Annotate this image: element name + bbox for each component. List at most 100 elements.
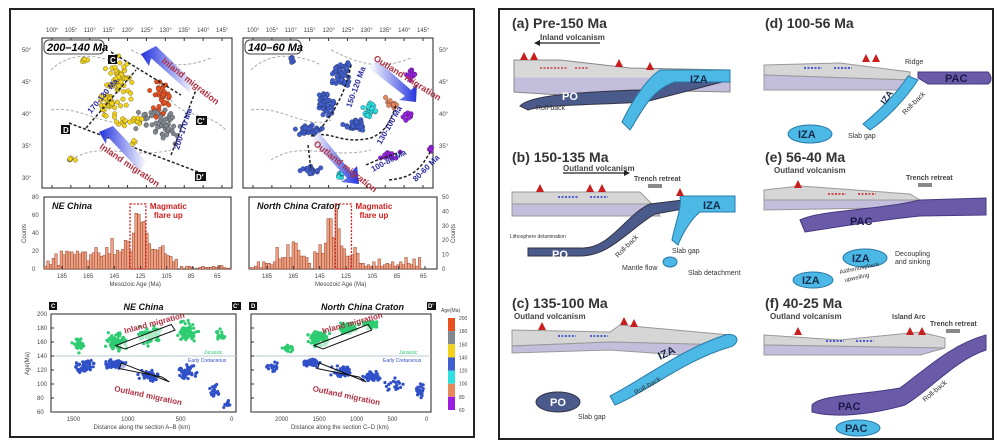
histogram-bar <box>169 256 173 270</box>
histogram-bar <box>361 263 365 270</box>
scatter-point-jurassic <box>77 351 81 355</box>
colorbar-tick-label: 80 <box>459 395 465 401</box>
map-point <box>128 96 134 102</box>
map-point <box>153 114 159 120</box>
histogram-bar <box>118 251 122 270</box>
scatter-point-jurassic <box>184 328 189 333</box>
scatter-point-jurassic <box>142 342 146 346</box>
scatter-point-jurassic <box>179 337 184 341</box>
histogram-bar <box>372 261 376 270</box>
scatter-point-early-cretaceous <box>215 382 219 387</box>
scatter-point-early-cretaceous <box>394 387 398 392</box>
lon-tick-label: 105° <box>266 28 279 34</box>
colorbar-title: Age(Ma) <box>441 308 461 314</box>
jurassic-label: Jurassic <box>204 350 223 356</box>
map2-label-box <box>244 39 302 55</box>
y-tick-label: 40 <box>442 209 449 215</box>
scatter-point-early-cretaceous <box>274 367 278 371</box>
map-point <box>141 112 147 118</box>
histogram-bar <box>97 252 101 270</box>
histogram-bar <box>418 257 422 270</box>
colorbar-segment <box>448 383 455 397</box>
x-tick-label: 65 <box>420 274 427 280</box>
histogram-bar <box>49 264 53 270</box>
scatter-point-jurassic <box>76 344 80 348</box>
scatter-point-early-cretaceous <box>397 381 402 385</box>
x-tick-label: 165 <box>288 274 299 280</box>
map-point <box>325 102 331 108</box>
colorbar-tick-label: 160 <box>459 342 468 348</box>
histogram-bar <box>251 267 255 270</box>
scatter-point-jurassic <box>118 332 122 336</box>
y-tick-label: 140 <box>37 354 48 360</box>
map-point <box>412 71 418 77</box>
histogram-bar <box>94 247 98 270</box>
schematic-e: (e) 56-40 Ma Outland volcanism Trench re… <box>763 149 987 289</box>
scatter-point-early-cretaceous <box>302 363 306 367</box>
label-e-outland: Outland volcanism <box>774 166 846 175</box>
label-b-delamination: Lithosphere delamination <box>510 234 566 240</box>
label-a-rollback: Roll-back <box>536 105 566 112</box>
inland-migration-arrow <box>114 323 176 350</box>
histogram-bar <box>294 242 298 270</box>
histogram-bar <box>147 243 152 270</box>
pac-slab-f <box>811 334 987 416</box>
map-point <box>320 112 326 118</box>
label-d-pac: PAC <box>945 73 967 85</box>
scatter-point-jurassic <box>146 344 150 348</box>
po-slab-c <box>535 391 581 413</box>
x-tick-label: 85 <box>394 274 401 280</box>
scatter-point-jurassic <box>109 344 113 348</box>
label-a-po: PO <box>562 91 578 103</box>
y-tick-label: 0 <box>32 267 36 273</box>
scatter-point-jurassic <box>187 321 191 326</box>
scatter-point-early-cretaceous <box>307 360 311 364</box>
colorbar-tick-label: 200 <box>459 316 468 322</box>
histogram-bar <box>412 258 416 270</box>
scatter-point-jurassic <box>220 336 224 340</box>
map-point <box>145 115 150 121</box>
front-150-120 <box>320 64 352 129</box>
left-figure-svg: 100° 105° 110° 115° 120° 125° 130° 135° 140° 145°… <box>22 28 468 431</box>
label-e-iza-2: IZA <box>802 275 820 287</box>
colorbar-segment <box>448 396 455 410</box>
map-point <box>391 102 396 108</box>
scatter-point-early-cretaceous <box>87 360 92 364</box>
map-point <box>350 123 356 129</box>
histogram-bar <box>206 267 210 270</box>
scatter-point-jurassic <box>217 333 221 337</box>
scatter-point-jurassic <box>310 334 314 338</box>
histogram-bar <box>353 247 357 270</box>
scatter-point-early-cretaceous <box>383 380 387 385</box>
lon-tick-label: 120° <box>122 28 135 34</box>
colorbar-tick-label: 180 <box>459 329 468 335</box>
histogram-bar <box>134 212 138 270</box>
scatter-point-early-cretaceous <box>386 388 390 392</box>
map-point <box>122 118 128 124</box>
map-point <box>147 88 153 93</box>
scatter-point-early-cretaceous <box>186 376 190 381</box>
label-e-upwelling: upwelling <box>844 273 870 284</box>
colorbar-tick-label: 60 <box>459 408 465 414</box>
scatter-point-jurassic <box>318 334 322 338</box>
histogram-bar <box>305 257 309 270</box>
y-tick-label: 30 <box>442 224 449 230</box>
y-tick-label: 200 <box>37 312 48 318</box>
scatter-point-jurassic <box>178 331 182 335</box>
map-point <box>111 81 117 87</box>
panel-title-b: (b) 150-135 Ma <box>512 149 609 165</box>
scatter-point-early-cretaceous <box>91 361 95 365</box>
scatter-point-early-cretaceous <box>193 374 198 378</box>
histogram-bar <box>209 267 213 270</box>
scatter-point-early-cretaceous <box>136 372 140 377</box>
x-axis-label: Distance along the section A–B (km) <box>94 425 191 431</box>
scatter-point-early-cretaceous <box>226 400 230 404</box>
scatter-point-early-cretaceous <box>399 385 403 390</box>
svg-text:D: D <box>63 126 69 135</box>
x-axis-label: Distance along the section C–D (km) <box>291 425 389 431</box>
scatter-point-early-cretaceous <box>210 385 215 389</box>
volcanoes-a <box>520 52 654 70</box>
histogram-bar <box>150 248 154 270</box>
histogram-bar <box>401 264 405 270</box>
scatter-point-jurassic <box>152 324 156 328</box>
